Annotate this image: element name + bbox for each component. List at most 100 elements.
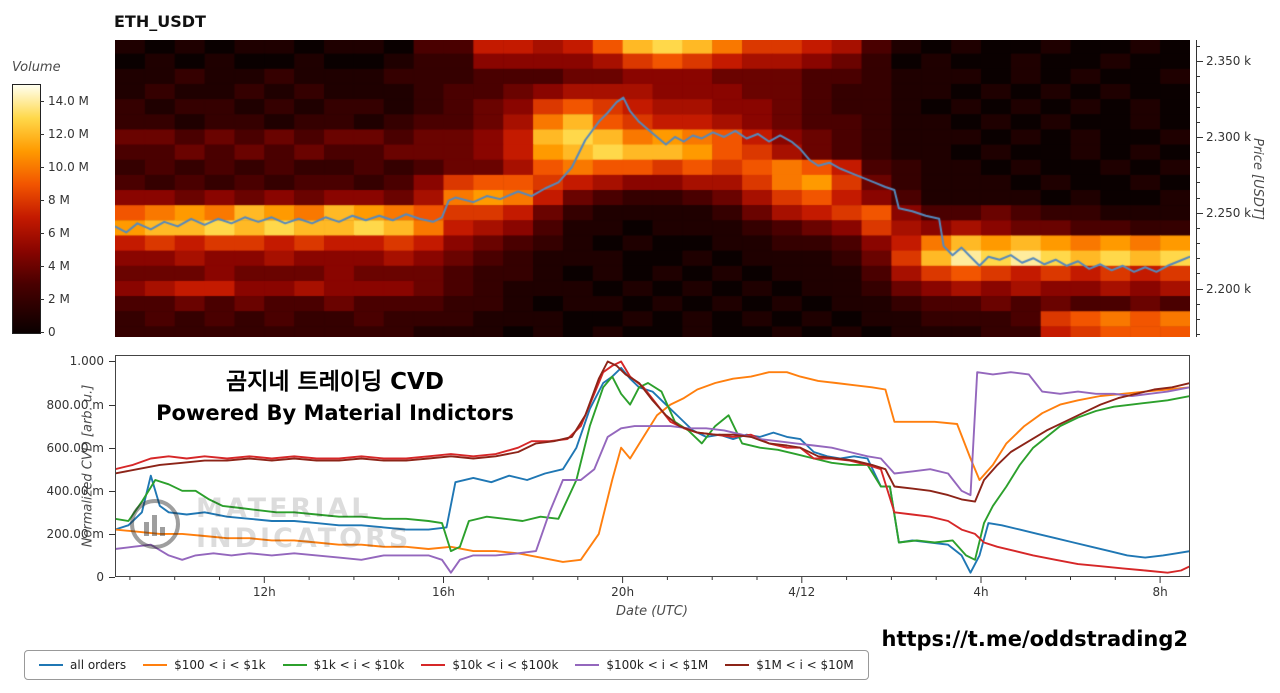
cvd-y-tick-mark [109, 533, 115, 535]
price-axis-line [1196, 40, 1197, 337]
price-minor-tick-mark [1197, 46, 1200, 48]
price-minor-tick-mark [1197, 106, 1200, 108]
cvd-x-tick-label: 16h [432, 585, 455, 599]
colorbar-tick-label: 8 M [48, 192, 70, 207]
cvd-x-tick-label: 20h [611, 585, 635, 599]
cvd-x-tick-label: 4h [973, 585, 989, 599]
colorbar-tick-mark [40, 166, 44, 168]
cvd-y-tick-label: 800.00 m [46, 397, 105, 412]
cvd-y-tick-label: 600.00 m [46, 440, 105, 455]
price-minor-tick-mark [1197, 61, 1203, 63]
price-minor-tick-mark [1197, 227, 1200, 229]
price-minor-tick-mark [1197, 288, 1203, 290]
legend-swatch [282, 664, 307, 666]
colorbar-tick-mark [40, 265, 44, 267]
price-tick-label: 2.350 k [1206, 54, 1252, 69]
cvd-y-tick-label: 200.00 m [46, 526, 105, 541]
cvd-x-tick-label: 8h [1152, 585, 1168, 599]
cvd-y-tick-label: 400.00 m [46, 483, 105, 498]
price-minor-tick-mark [1197, 273, 1200, 275]
colorbar-tick-label: 10.0 M [48, 159, 89, 174]
cvd-y-tick-mark [109, 490, 115, 492]
colorbar-tick-label: 2 M [48, 291, 70, 306]
cvd-series--100k-i-1M [115, 371, 1190, 574]
watermark-line-2: INDICATORS [196, 522, 412, 554]
legend-item[interactable]: $10k < i < $100k [421, 658, 558, 672]
colorbar-tick-mark [40, 332, 44, 333]
price-tick-label: 2.300 k [1206, 129, 1252, 144]
legend-item[interactable]: all orders [39, 658, 126, 672]
colorbar-tick-mark [40, 133, 44, 135]
legend-item[interactable]: $100 < i < $1k [143, 658, 266, 672]
legend-label: $100k < i < $1M [606, 658, 709, 672]
cvd-series-all-orders [115, 366, 1190, 574]
cvd-x-tick-label: 12h [252, 585, 276, 599]
page-title: ETH_USDT [114, 12, 206, 31]
legend-label: $10k < i < $100k [452, 658, 559, 672]
legend-swatch [421, 664, 446, 666]
price-minor-tick-mark [1197, 91, 1200, 93]
price-minor-tick-mark [1197, 136, 1203, 138]
legend-swatch [725, 664, 750, 666]
watermark: MATERIAL INDICATORS [128, 494, 411, 553]
legend-item[interactable]: $1M < i < $10M [725, 658, 854, 672]
price-minor-tick-mark [1197, 197, 1200, 199]
legend-label: all orders [70, 658, 127, 672]
price-minor-tick-mark [1197, 258, 1200, 260]
cvd-annotation: 곰지네 트레이딩 CVD Powered By Material Indicto… [150, 362, 520, 425]
cvd-series--1M-i-10M [115, 360, 1190, 503]
legend-item[interactable]: $100k < i < $1M [575, 658, 708, 672]
price-axis-label: Price [USDT] [1250, 138, 1265, 220]
cvd-y-tick-mark [109, 447, 115, 449]
price-tick-label: 2.250 k [1206, 205, 1252, 220]
price-minor-tick-mark [1197, 167, 1200, 169]
legend-swatch [143, 664, 168, 666]
cvd-y-tick-mark [109, 577, 115, 578]
price-minor-tick-mark [1197, 243, 1200, 245]
cvd-x-axis-label: Date (UTC) [616, 604, 688, 619]
price-minor-tick-mark [1197, 121, 1200, 123]
watermark-line-1: MATERIAL [196, 493, 372, 524]
watermark-text: MATERIAL INDICATORS [196, 494, 411, 553]
material-indicators-logo-icon [130, 498, 180, 549]
cvd-y-tick-label: 1.000 [69, 354, 104, 369]
colorbar-title: Volume [12, 60, 61, 75]
colorbar-tick-mark [40, 100, 44, 102]
colorbar-tick-mark [40, 298, 44, 300]
colorbar-tick-label: 4 M [48, 258, 70, 273]
legend-item[interactable]: $1k < i < $10k [282, 658, 405, 672]
price-tick-label: 2.200 k [1206, 281, 1252, 296]
price-minor-tick-mark [1197, 212, 1203, 214]
legend-label: $1M < i < $10M [756, 658, 854, 672]
colorbar-tick-label: 14.0 M [48, 93, 89, 108]
cvd-y-tick-mark [109, 404, 115, 406]
colorbar [12, 84, 41, 334]
price-minor-tick-mark [1197, 76, 1200, 78]
cvd-y-tick-label: 0 [96, 570, 104, 584]
legend-swatch [575, 664, 600, 666]
telegram-url-text: https://t.me/oddstrading2 [881, 627, 1189, 651]
heatmap-canvas[interactable] [115, 40, 1190, 337]
legend-label: $100 < i < $1k [174, 658, 266, 672]
colorbar-tick-label: 6 M [48, 225, 70, 240]
price-minor-tick-mark [1197, 318, 1200, 320]
legend-label: $1k < i < $10k [313, 658, 405, 672]
legend: all orders $100 < i < $1k $1k < i < $10k $1… [24, 650, 869, 680]
cvd-series--10k-i-100k [115, 360, 1190, 574]
price-minor-tick-mark [1197, 333, 1200, 335]
cvd-series--1k-i-10k [115, 375, 1190, 561]
colorbar-tick-label: 0 [48, 325, 56, 339]
price-minor-tick-mark [1197, 303, 1200, 305]
price-minor-tick-mark [1197, 152, 1200, 154]
cvd-plot-border [115, 355, 1190, 577]
cvd-annotation-korean-title: 곰지네 트레이딩 CVD [226, 369, 444, 395]
legend-swatch [39, 664, 63, 666]
cvd-series--100-i-1k [115, 371, 1190, 563]
cvd-annotation-powered-by: Powered By Material Indictors [156, 401, 514, 425]
cvd-y-tick-mark [109, 361, 115, 363]
price-minor-tick-mark [1197, 182, 1200, 184]
colorbar-tick-mark [40, 199, 44, 201]
cvd-plot[interactable] [115, 355, 1190, 585]
colorbar-tick-mark [40, 232, 44, 234]
